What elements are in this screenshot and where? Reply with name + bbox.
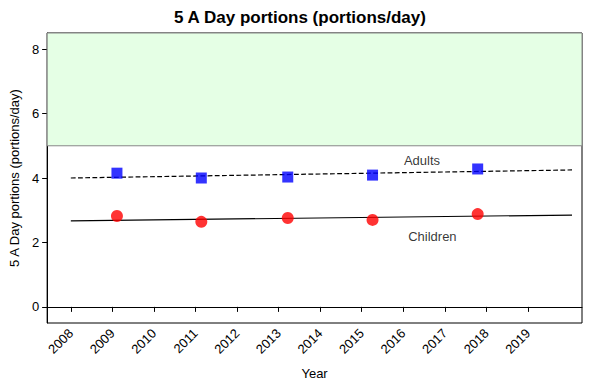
svg-text:2010: 2010 — [128, 326, 159, 357]
svg-text:Adults: Adults — [404, 153, 441, 168]
svg-text:2012: 2012 — [211, 326, 242, 357]
svg-text:4: 4 — [32, 171, 39, 186]
svg-text:2019: 2019 — [502, 326, 533, 357]
svg-text:8: 8 — [32, 42, 39, 57]
svg-text:2017: 2017 — [419, 326, 450, 357]
svg-text:2009: 2009 — [87, 326, 118, 357]
svg-text:0: 0 — [32, 299, 39, 314]
svg-text:2008: 2008 — [45, 326, 76, 357]
svg-text:2: 2 — [32, 235, 39, 250]
svg-text:2013: 2013 — [253, 326, 284, 357]
svg-text:2018: 2018 — [461, 326, 492, 357]
svg-text:2014: 2014 — [294, 326, 325, 357]
svg-text:Year: Year — [301, 366, 328, 381]
svg-text:2011: 2011 — [170, 326, 200, 356]
svg-text:5 A Day portions (portions/day: 5 A Day portions (portions/day) — [7, 89, 22, 267]
svg-text:5 A Day portions (portions/day: 5 A Day portions (portions/day) — [174, 8, 426, 27]
svg-text:2016: 2016 — [378, 326, 409, 357]
svg-text:2015: 2015 — [336, 326, 367, 357]
svg-text:6: 6 — [32, 106, 39, 121]
svg-text:Children: Children — [408, 229, 456, 244]
